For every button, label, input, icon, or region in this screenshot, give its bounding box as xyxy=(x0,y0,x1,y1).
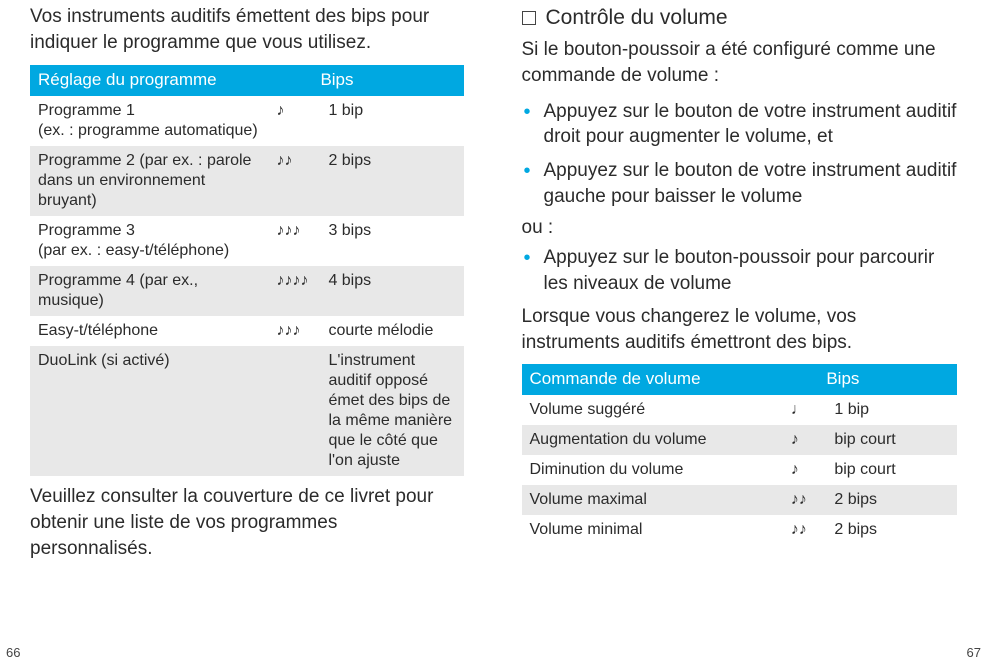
left-after: Veuillez consulter la couverture de ce l… xyxy=(30,484,464,561)
cell-notes: ♪♪ xyxy=(268,146,320,216)
list-item: Appuyez sur le bouton de votre instrumen… xyxy=(522,99,958,150)
table-row: Programme 4 (par ex., musique) ♪♪♪♪ 4 bi… xyxy=(30,266,464,316)
cell-notes: ♪♪ xyxy=(783,485,827,515)
right-intro: Si le bouton-poussoir a été configuré co… xyxy=(522,37,958,88)
program-table: Réglage du programme Bips Programme 1 (e… xyxy=(30,65,464,476)
right-page: Contrôle du volume Si le bouton-poussoir… xyxy=(494,0,987,668)
cell-beeps: bip court xyxy=(826,425,957,455)
page-spread: Vos instruments auditifs émettent des bi… xyxy=(0,0,987,668)
cell-beeps: 4 bips xyxy=(320,266,463,316)
cell-beeps: 2 bips xyxy=(320,146,463,216)
cell-notes: ♪♪♪♪ xyxy=(268,266,320,316)
headline-text: Contrôle du volume xyxy=(546,6,728,29)
ou-text: ou : xyxy=(522,217,958,239)
cell-notes xyxy=(268,346,320,476)
cell-notes: ♪ xyxy=(783,425,827,455)
cell-beeps: 1 bip xyxy=(320,96,463,146)
cell-beeps: 3 bips xyxy=(320,216,463,266)
cell-name: Programme 4 (par ex., musique) xyxy=(30,266,268,316)
cell-name: Volume minimal xyxy=(522,515,783,545)
table-row: Programme 3 (par ex. : easy-t/téléphone)… xyxy=(30,216,464,266)
list-item: Appuyez sur le bouton de votre instrumen… xyxy=(522,158,958,209)
th-beeps: Bips xyxy=(826,364,957,395)
table-row: Diminution du volume ♪ bip court xyxy=(522,455,958,485)
volume-table: Commande de volume Bips Volume suggéré ♩… xyxy=(522,364,958,545)
page-number-left: 66 xyxy=(6,645,20,660)
cell-notes: ♪♪♪ xyxy=(268,316,320,346)
right-headline: Contrôle du volume xyxy=(522,4,958,31)
th-beeps-spacer xyxy=(268,65,320,96)
cell-beeps: 2 bips xyxy=(826,485,957,515)
cell-name: DuoLink (si activé) xyxy=(30,346,268,476)
cell-notes: ♪♪♪ xyxy=(268,216,320,266)
cell-name: Programme 1 (ex. : programme automatique… xyxy=(30,96,268,146)
cell-beeps: courte mélodie xyxy=(320,316,463,346)
cell-name: Diminution du volume xyxy=(522,455,783,485)
cell-name: Augmentation du volume xyxy=(522,425,783,455)
right-after-bullets: Lorsque vous changerez le volume, vos in… xyxy=(522,304,958,355)
table-row: Easy-t/téléphone ♪♪♪ courte mélodie xyxy=(30,316,464,346)
checkbox-icon xyxy=(522,11,536,25)
left-intro: Vos instruments auditifs émettent des bi… xyxy=(30,4,464,55)
cell-beeps: 2 bips xyxy=(826,515,957,545)
table-row: Programme 1 (ex. : programme automatique… xyxy=(30,96,464,146)
cell-notes: ♪ xyxy=(268,96,320,146)
th-cmd: Commande de volume xyxy=(522,364,783,395)
cell-beeps: L'instrument auditif opposé émet des bip… xyxy=(320,346,463,476)
th-setting: Réglage du programme xyxy=(30,65,268,96)
page-number-right: 67 xyxy=(967,645,981,660)
list-item: Appuyez sur le bouton-poussoir pour parc… xyxy=(522,245,958,296)
th-beeps: Bips xyxy=(320,65,463,96)
cell-name: Easy-t/téléphone xyxy=(30,316,268,346)
cell-name: Programme 3 (par ex. : easy-t/téléphone) xyxy=(30,216,268,266)
table-row: Volume minimal ♪♪ 2 bips xyxy=(522,515,958,545)
cell-name: Volume suggéré xyxy=(522,395,783,425)
table-row: Volume maximal ♪♪ 2 bips xyxy=(522,485,958,515)
cell-notes: ♪ xyxy=(783,455,827,485)
bullets-b: Appuyez sur le bouton-poussoir pour parc… xyxy=(522,245,958,296)
table-row: Volume suggéré ♩ 1 bip xyxy=(522,395,958,425)
left-page: Vos instruments auditifs émettent des bi… xyxy=(0,0,494,668)
bullets-a: Appuyez sur le bouton de votre instrumen… xyxy=(522,99,958,210)
cell-name: Volume maximal xyxy=(522,485,783,515)
cell-beeps: 1 bip xyxy=(826,395,957,425)
table-row: Augmentation du volume ♪ bip court xyxy=(522,425,958,455)
cell-name: Programme 2 (par ex. : parole dans un en… xyxy=(30,146,268,216)
table-row: Programme 2 (par ex. : parole dans un en… xyxy=(30,146,464,216)
cell-beeps: bip court xyxy=(826,455,957,485)
cell-notes: ♩ xyxy=(783,395,827,425)
table-row: DuoLink (si activé) L'instrument auditif… xyxy=(30,346,464,476)
th-beeps-spacer xyxy=(783,364,827,395)
cell-notes: ♪♪ xyxy=(783,515,827,545)
